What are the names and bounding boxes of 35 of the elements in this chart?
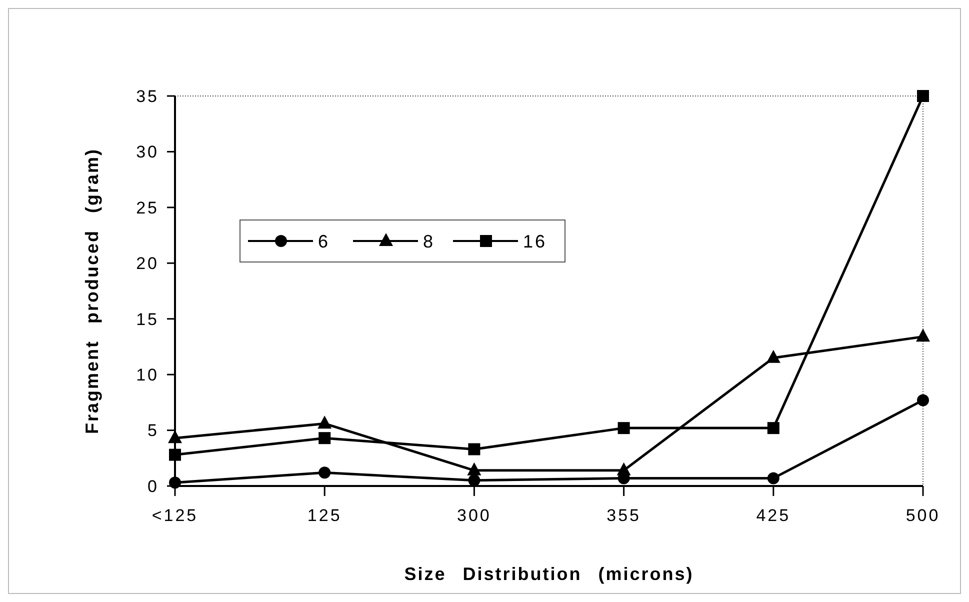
point xyxy=(168,430,182,444)
x-tick-label: 425 xyxy=(756,506,791,525)
point xyxy=(618,422,630,434)
x-axis-title: Size Distribution (microns) xyxy=(404,564,694,584)
y-axis-title: Fragment produced (gram) xyxy=(82,148,102,434)
legend-label: 8 xyxy=(423,231,436,252)
point xyxy=(767,422,780,434)
y-tick-label: 20 xyxy=(136,254,159,274)
point xyxy=(766,350,780,363)
x-tick-label: <125 xyxy=(152,506,198,525)
point xyxy=(767,472,780,484)
y-tick-label: 25 xyxy=(136,198,159,218)
point xyxy=(916,328,930,342)
y-tick-label: 0 xyxy=(148,476,159,496)
y-tick-label: 5 xyxy=(148,421,159,440)
legend-label: 6 xyxy=(318,231,330,252)
legend-label: 16 xyxy=(523,231,548,252)
x-tick-label: 125 xyxy=(307,506,342,525)
point xyxy=(468,443,480,456)
point xyxy=(467,462,482,476)
y-tick-label: 30 xyxy=(136,142,159,162)
point xyxy=(318,432,331,444)
point xyxy=(169,448,181,461)
point xyxy=(468,474,480,486)
x-tick-label: 500 xyxy=(906,506,940,525)
point xyxy=(318,466,331,479)
y-tick-label: 35 xyxy=(136,86,159,106)
point xyxy=(318,416,332,429)
y-tick-label: 10 xyxy=(136,366,159,385)
y-tick-label: 15 xyxy=(136,310,159,329)
point xyxy=(917,394,929,406)
point xyxy=(917,90,929,102)
x-tick-label: 300 xyxy=(457,506,492,525)
point xyxy=(616,462,631,476)
x-tick-label: 355 xyxy=(606,506,641,525)
